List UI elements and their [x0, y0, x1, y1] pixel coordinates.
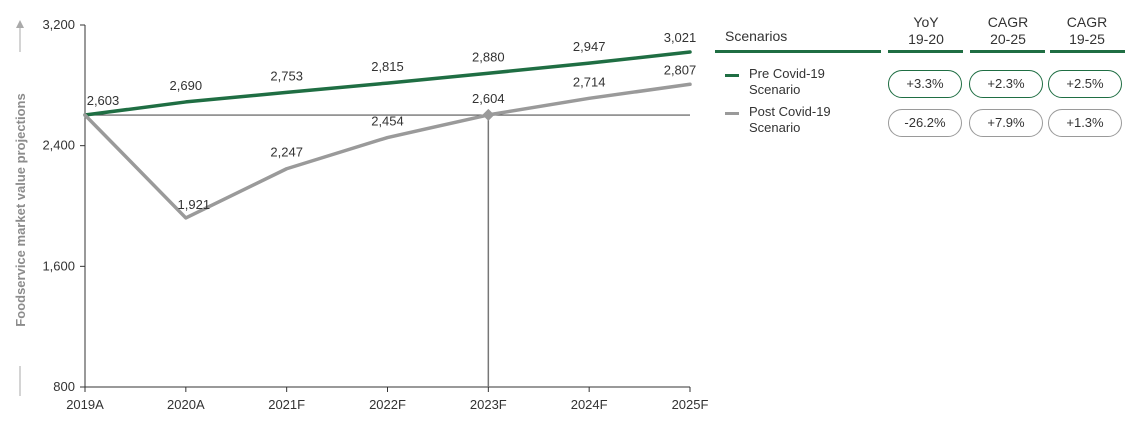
pre-covid-data-label: 2,815 [371, 59, 404, 74]
column-header-line: CAGR [1066, 14, 1108, 30]
pre-covid-data-label: 2,690 [170, 78, 203, 93]
pre-covid-data-label: 2,880 [472, 49, 505, 64]
post-covid-data-label: 2,714 [573, 74, 606, 89]
post-yoy-pill: -26.2% [888, 109, 962, 137]
panel-title: Scenarios [725, 28, 788, 44]
legend-label-line: Post Covid-19 [749, 104, 831, 119]
y-tick-label: 2,400 [42, 138, 75, 153]
column-header-line: YoY [913, 14, 939, 30]
pre-cagr-19-25-pill: +2.5% [1048, 70, 1122, 98]
diamond-marker [482, 108, 495, 121]
x-tick-label: 2020A [167, 397, 205, 412]
pre-cagr-20-25-pill: +2.3% [969, 70, 1043, 98]
column-header-line: CAGR [987, 14, 1029, 30]
post-covid-line [83, 82, 692, 220]
post-covid-data-label: 2,604 [472, 91, 505, 106]
legend-label: Post Covid-19 Scenario [749, 104, 831, 136]
post-cagr-19-25-pill: +1.3% [1048, 109, 1122, 137]
x-tick-label: 2024F [571, 397, 608, 412]
y-tick-label: 3,200 [42, 17, 75, 32]
pre-covid-line [83, 50, 692, 117]
column-header-line: 19-20 [908, 31, 944, 47]
line-chart: 800 1,600 2,400 3,200 2019A 2020A 2021F 2022F 20… [13, 17, 709, 412]
legend-label-line: Pre Covid-19 [749, 66, 825, 81]
x-tick-label: 2021F [268, 397, 305, 412]
header-rule [888, 50, 963, 53]
column-header-cagr-19-25: CAGR 19-25 [1048, 14, 1126, 48]
post-covid-data-label: 1,921 [178, 197, 211, 212]
header-rule [970, 50, 1045, 53]
column-header-line: 19-25 [1069, 31, 1105, 47]
x-tick-label: 2023F [470, 397, 507, 412]
column-header-cagr-20-25: CAGR 20-25 [969, 14, 1047, 48]
pre-yoy-pill: +3.3% [888, 70, 962, 98]
y-tick-label: 800 [53, 379, 75, 394]
legend-label-line: Scenario [749, 120, 801, 135]
pre-covid-data-label: 2,753 [270, 68, 303, 83]
y-tick-label: 1,600 [42, 258, 75, 273]
column-header-yoy: YoY 19-20 [887, 14, 965, 48]
x-tick-label: 2022F [369, 397, 406, 412]
legend-swatch [725, 74, 739, 77]
column-header-line: 20-25 [990, 31, 1026, 47]
legend-swatch [725, 112, 739, 115]
pre-covid-data-label: 3,021 [664, 30, 697, 45]
post-covid-data-label: 2,247 [270, 145, 303, 160]
header-rule [1050, 50, 1125, 53]
post-cagr-20-25-pill: +7.9% [969, 109, 1043, 137]
scenario-panel: Scenarios YoY 19-20 CAGR 20-25 CAGR 19-2… [715, 0, 1135, 160]
y-axis-title: Foodservice market value projections [13, 93, 28, 326]
legend-label-line: Scenario [749, 82, 801, 97]
post-covid-data-label: 2,454 [371, 114, 404, 129]
header-rule [715, 50, 881, 53]
pre-covid-data-label: 2,603 [87, 93, 120, 108]
x-tick-label: 2019A [66, 397, 104, 412]
post-covid-data-label: 2,807 [664, 62, 697, 77]
arrow-up-icon [16, 20, 24, 28]
pre-covid-data-label: 2,947 [573, 39, 606, 54]
x-tick-label: 2025F [672, 397, 709, 412]
legend-label: Pre Covid-19 Scenario [749, 66, 825, 98]
